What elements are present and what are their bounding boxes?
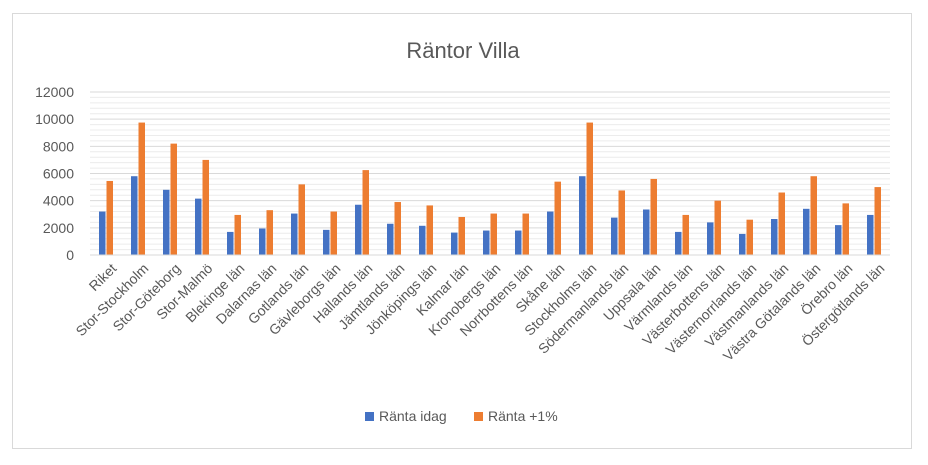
bar-ranta-plus-1 bbox=[266, 210, 273, 255]
chart-title: Räntor Villa bbox=[406, 38, 520, 63]
bar-ranta-plus-1 bbox=[650, 178, 657, 255]
bar-ranta-plus-1 bbox=[586, 122, 593, 255]
bar-ranta-idag bbox=[675, 231, 682, 255]
bar-ranta-plus-1 bbox=[522, 213, 529, 255]
bar-ranta-idag bbox=[163, 189, 170, 255]
bar-ranta-idag bbox=[259, 228, 266, 255]
y-axis-ticks: 0 2000 4000 6000 8000 10000 12000 bbox=[35, 84, 74, 263]
bar-ranta-idag bbox=[739, 233, 746, 255]
bar-ranta-plus-1 bbox=[458, 216, 465, 255]
bar-ranta-plus-1 bbox=[490, 213, 497, 255]
bar-ranta-plus-1 bbox=[170, 143, 177, 255]
y-tick-label: 6000 bbox=[43, 166, 74, 182]
bar-ranta-plus-1 bbox=[234, 214, 241, 255]
bar-ranta-idag bbox=[355, 204, 362, 255]
bar-ranta-plus-1 bbox=[426, 205, 433, 255]
bar-ranta-plus-1 bbox=[778, 192, 785, 255]
gridlines bbox=[90, 91, 890, 251]
bars bbox=[99, 122, 881, 255]
bar-ranta-idag bbox=[579, 176, 586, 255]
y-tick-label: 4000 bbox=[43, 193, 74, 209]
bar-ranta-plus-1 bbox=[810, 176, 817, 255]
bar-ranta-idag bbox=[803, 208, 810, 255]
bar-ranta-idag bbox=[867, 214, 874, 255]
bar-ranta-plus-1 bbox=[202, 159, 209, 255]
bar-ranta-idag bbox=[323, 229, 330, 255]
bar-ranta-plus-1 bbox=[874, 187, 881, 255]
legend-label-ranta-idag: Ränta idag bbox=[379, 408, 447, 424]
y-tick-label: 10000 bbox=[35, 111, 74, 127]
bar-ranta-idag bbox=[387, 223, 394, 255]
bar-ranta-idag bbox=[611, 217, 618, 255]
bar-ranta-idag bbox=[835, 225, 842, 255]
bar-ranta-idag bbox=[707, 222, 714, 255]
bar-ranta-plus-1 bbox=[298, 184, 305, 255]
bar-ranta-idag bbox=[195, 198, 202, 255]
y-tick-label: 0 bbox=[66, 247, 74, 263]
legend-label-ranta-plus-1: Ränta +1% bbox=[488, 408, 558, 424]
legend: Ränta idag Ränta +1% bbox=[365, 408, 558, 424]
bar-ranta-idag bbox=[419, 225, 426, 255]
legend-swatch-ranta-idag bbox=[365, 412, 374, 421]
legend-swatch-ranta-plus-1 bbox=[474, 412, 483, 421]
bar-ranta-idag bbox=[227, 231, 234, 255]
bar-ranta-plus-1 bbox=[362, 170, 369, 255]
bar-ranta-plus-1 bbox=[330, 211, 337, 255]
bar-ranta-plus-1 bbox=[618, 190, 625, 255]
bar-ranta-idag bbox=[643, 209, 650, 255]
bar-ranta-plus-1 bbox=[714, 200, 721, 255]
bar-ranta-plus-1 bbox=[138, 122, 145, 255]
bar-ranta-idag bbox=[99, 211, 106, 255]
bar-ranta-plus-1 bbox=[842, 203, 849, 255]
y-tick-label: 2000 bbox=[43, 220, 74, 236]
bar-ranta-idag bbox=[547, 211, 554, 255]
bar-ranta-plus-1 bbox=[554, 181, 561, 255]
y-tick-label: 8000 bbox=[43, 138, 74, 154]
bar-ranta-plus-1 bbox=[746, 219, 753, 255]
bar-ranta-idag bbox=[291, 213, 298, 255]
bar-ranta-idag bbox=[515, 230, 522, 255]
bar-ranta-plus-1 bbox=[682, 214, 689, 255]
bar-ranta-idag bbox=[131, 176, 138, 255]
y-tick-label: 12000 bbox=[35, 84, 74, 100]
bar-ranta-plus-1 bbox=[106, 180, 113, 255]
bar-ranta-idag bbox=[771, 219, 778, 255]
x-axis-ticks: RiketStor-StockholmStor-GöteborgStor-Mal… bbox=[72, 259, 887, 363]
bar-ranta-idag bbox=[483, 230, 490, 255]
bar-ranta-idag bbox=[451, 232, 458, 255]
bar-ranta-plus-1 bbox=[394, 202, 401, 255]
